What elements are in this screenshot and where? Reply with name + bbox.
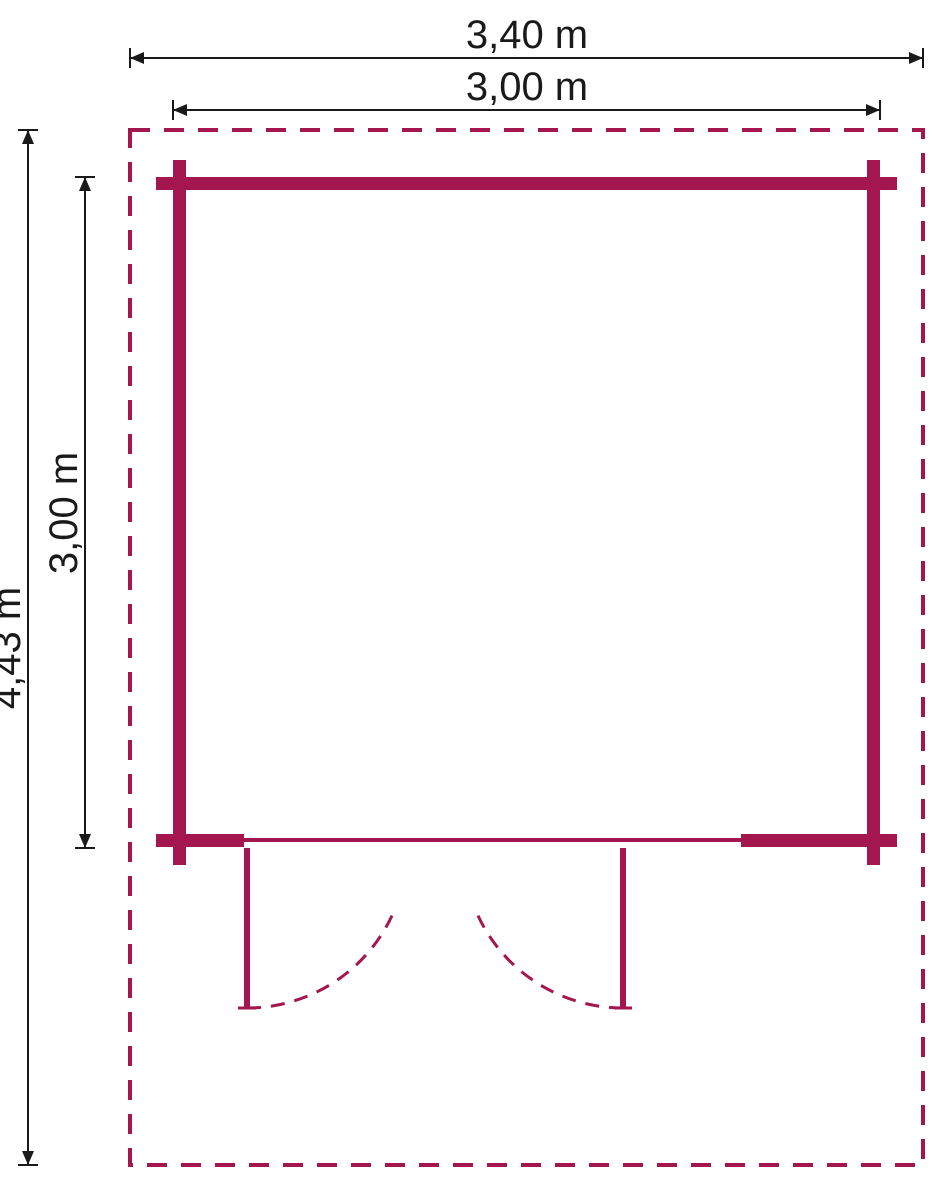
wall-top [156,177,897,190]
wall-right [867,160,880,865]
wall-left [173,160,186,865]
door-swing-right [478,916,623,1008]
dim-width-outer: 3,40 m [130,13,923,68]
dim-width-outer-label: 3,40 m [466,13,588,57]
dim-height-outer: 4,43 m [0,130,38,1165]
dim-width-inner: 3,00 m [173,65,880,120]
dim-height-outer-label: 4,43 m [0,587,29,709]
wall-front-left [156,834,244,847]
dim-height-inner-label: 3,00 m [42,452,86,574]
door-leaf-right [620,848,626,1008]
dim-width-inner-label: 3,00 m [466,65,588,109]
door-threshold [244,838,741,842]
corner-nib [173,160,186,165]
wall-front-right [741,834,897,847]
corner-nib [867,160,880,165]
roof-boundary-dashed [130,130,923,1165]
door-swing-left [247,916,392,1008]
dim-height-inner: 3,00 m [42,177,95,848]
door-leaf-left [244,848,250,1008]
